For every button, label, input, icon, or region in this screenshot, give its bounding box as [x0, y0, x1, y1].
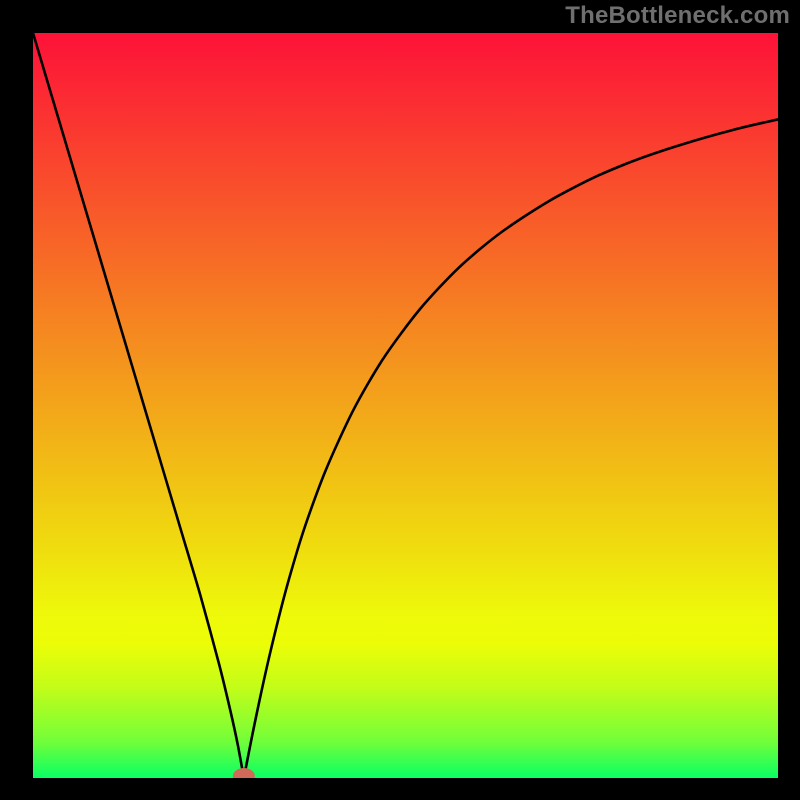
chart-root: TheBottleneck.com [0, 0, 800, 800]
chart-svg [0, 0, 800, 800]
